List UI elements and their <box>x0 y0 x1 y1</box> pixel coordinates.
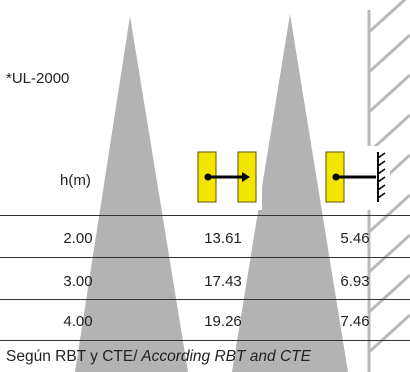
model-label: *UL-2000 <box>6 70 70 87</box>
row-2-height: 3.00 <box>63 273 93 290</box>
row-1-wall-value: 5.46 <box>340 230 370 247</box>
row-2-rule <box>0 299 410 300</box>
caption-italic: According RBT and CTE <box>137 348 311 365</box>
row-3-rule <box>0 340 410 341</box>
caption: Según RBT y CTE/ According RBT and CTE <box>6 348 311 366</box>
row-1-between-value: 13.61 <box>204 230 242 247</box>
light-beam-left <box>75 16 188 372</box>
row-3-between-value: 19.26 <box>204 313 242 330</box>
post-between-two-fixtures-icon <box>194 146 262 210</box>
row-1-rule <box>0 257 410 258</box>
table-header-rule <box>0 215 410 216</box>
row-2-between-value: 17.43 <box>204 273 242 290</box>
row-2-wall-value: 6.93 <box>340 273 370 290</box>
light-beam-right <box>232 14 348 372</box>
row-3-height: 4.00 <box>63 313 93 330</box>
row-1-height: 2.00 <box>63 230 93 247</box>
row-3-wall-value: 7.46 <box>340 313 370 330</box>
height-column-header: h(m) <box>60 172 91 189</box>
caption-regular: Según RBT y CTE/ <box>6 348 138 365</box>
fixture-wall-mounted-icon <box>322 146 390 210</box>
